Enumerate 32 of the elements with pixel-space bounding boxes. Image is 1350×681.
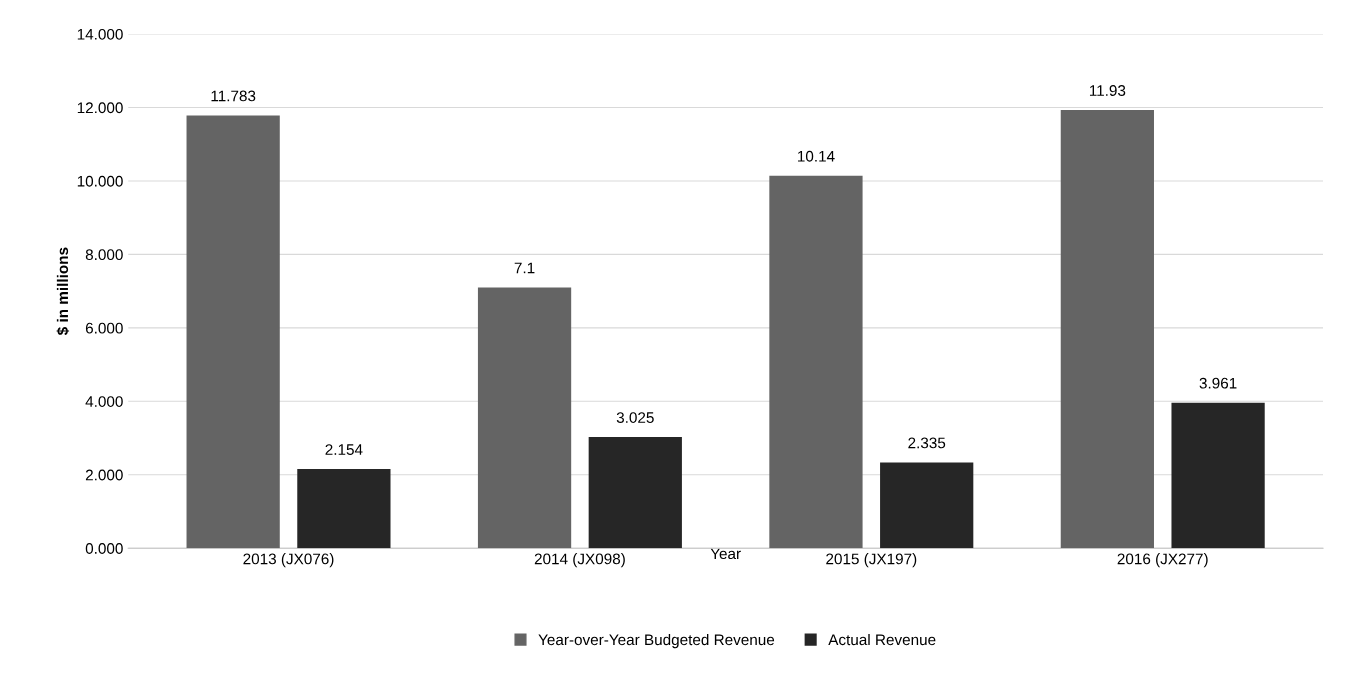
data-label: 7.1 [514, 262, 535, 274]
data-label: 2.154 [325, 444, 363, 455]
data-label: 2.335 [908, 437, 946, 449]
bar [769, 175, 863, 549]
y-tick-label: 4.000 [85, 396, 123, 407]
bar [1171, 402, 1265, 549]
y-tick-label: 8.000 [85, 249, 123, 261]
data-label: 3.961 [1199, 377, 1237, 389]
bar [1060, 110, 1154, 549]
y-tick-label: 0.000 [85, 543, 123, 554]
x-tick-label: 2013 (JX076) [243, 553, 334, 568]
y-axis-title: $ in millions [56, 247, 70, 336]
bar [880, 462, 974, 549]
x-axis-title: Year [710, 548, 741, 560]
y-tick-label: 6.000 [85, 322, 123, 334]
data-label: 11.93 [1089, 85, 1126, 96]
y-tick-label: 14.000 [77, 28, 123, 40]
data-label: 10.14 [798, 150, 835, 162]
legend-label: Actual Revenue [828, 633, 936, 646]
bar [477, 287, 572, 549]
data-label: 3.025 [616, 412, 654, 423]
bar [186, 115, 280, 549]
data-label: 11.783 [211, 90, 256, 102]
x-tick-label: 2016 (JX277) [1117, 553, 1208, 568]
legend-label: Year-over-Year Budgeted Revenue [538, 633, 775, 649]
x-tick-label: 2015 (JX197) [826, 553, 917, 568]
y-tick-label: 10.000 [77, 175, 123, 187]
bar [297, 469, 391, 549]
y-tick-label: 2.000 [85, 469, 123, 481]
y-tick-label: 12.000 [77, 102, 123, 114]
bar [588, 437, 682, 549]
x-tick-label: 2014 (JX098) [534, 553, 625, 568]
